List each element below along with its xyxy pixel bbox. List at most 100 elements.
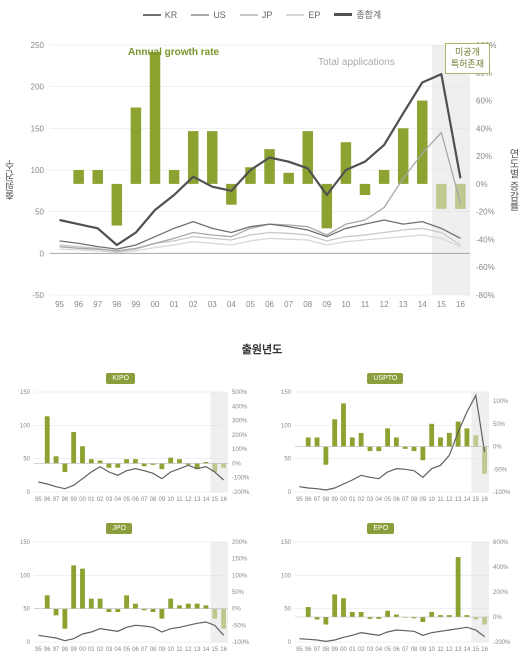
svg-text:02: 02: [358, 497, 365, 503]
svg-text:95: 95: [55, 300, 64, 309]
svg-text:12: 12: [185, 647, 192, 653]
svg-text:07: 07: [284, 300, 293, 309]
svg-text:15: 15: [211, 647, 218, 653]
svg-text:100%: 100%: [232, 447, 248, 453]
svg-text:07: 07: [402, 647, 409, 653]
svg-text:12: 12: [185, 497, 192, 503]
svg-text:01: 01: [170, 300, 179, 309]
svg-text:03: 03: [106, 647, 113, 653]
svg-text:50: 50: [35, 208, 44, 217]
svg-text:04: 04: [375, 497, 382, 503]
svg-text:96: 96: [44, 497, 51, 503]
legend-label: US: [213, 10, 226, 20]
small-chart-title: JPO: [106, 523, 132, 534]
svg-text:-100%: -100%: [232, 476, 250, 482]
small-chart-svg: 050100150-200%-100%0%100%200%300%400%500…: [8, 386, 254, 510]
svg-text:150: 150: [281, 390, 292, 396]
small-chart-title: KIPO: [106, 373, 135, 384]
svg-text:05: 05: [384, 497, 391, 503]
svg-text:96: 96: [74, 300, 83, 309]
svg-text:0: 0: [27, 640, 31, 646]
svg-text:95: 95: [35, 647, 42, 653]
svg-text:05: 05: [384, 647, 391, 653]
svg-text:10: 10: [341, 300, 350, 309]
svg-text:100%: 100%: [232, 573, 248, 579]
svg-text:06: 06: [393, 497, 400, 503]
svg-text:09: 09: [159, 647, 166, 653]
small-chart-title: USPTO: [367, 373, 403, 384]
svg-text:0%: 0%: [476, 180, 488, 189]
svg-text:0%: 0%: [232, 607, 241, 613]
svg-text:250: 250: [31, 41, 45, 50]
svg-text:13: 13: [399, 300, 408, 309]
svg-text:09: 09: [322, 300, 331, 309]
svg-text:50: 50: [284, 607, 291, 613]
svg-text:99: 99: [331, 647, 338, 653]
small-chart-uspto: USPTO 050100150-100%-50%0%50%100%9596979…: [269, 367, 515, 507]
svg-text:08: 08: [411, 497, 418, 503]
svg-text:97: 97: [93, 300, 102, 309]
svg-text:09: 09: [420, 497, 427, 503]
svg-text:-40%: -40%: [476, 235, 495, 244]
svg-text:00: 00: [79, 647, 86, 653]
svg-text:03: 03: [106, 497, 113, 503]
legend-item-us: US: [191, 8, 226, 21]
svg-text:300%: 300%: [232, 419, 248, 425]
legend-item-jp: JP: [240, 8, 273, 21]
svg-text:0%: 0%: [493, 615, 502, 621]
main-chart-svg: -50050100150200250-80%-60%-40%-20%0%20%4…: [8, 25, 516, 325]
svg-text:0: 0: [288, 490, 292, 496]
svg-text:96: 96: [305, 647, 312, 653]
small-chart-svg: 050100150-200%0%200%400%600%959697989900…: [269, 536, 515, 660]
legend-item-ep: EP: [286, 8, 320, 21]
svg-text:95: 95: [296, 647, 303, 653]
svg-text:10: 10: [167, 497, 174, 503]
svg-text:01: 01: [88, 497, 95, 503]
svg-text:50: 50: [23, 607, 30, 613]
svg-text:09: 09: [159, 497, 166, 503]
svg-text:100%: 100%: [493, 399, 509, 405]
svg-text:05: 05: [123, 647, 130, 653]
small-chart-svg: 050100150-100%-50%0%50%100%150%200%95969…: [8, 536, 254, 660]
svg-text:01: 01: [88, 647, 95, 653]
svg-text:-80%: -80%: [476, 291, 495, 300]
x-axis-title: 출원년도: [8, 341, 516, 357]
svg-text:04: 04: [114, 497, 121, 503]
svg-text:-200%: -200%: [232, 490, 250, 496]
svg-text:14: 14: [203, 647, 210, 653]
legend-label: 종합계: [356, 8, 381, 21]
svg-text:02: 02: [189, 300, 198, 309]
svg-text:150: 150: [281, 540, 292, 546]
svg-text:04: 04: [227, 300, 236, 309]
svg-text:07: 07: [141, 647, 148, 653]
svg-text:13: 13: [455, 647, 462, 653]
svg-text:150: 150: [20, 540, 31, 546]
svg-text:50: 50: [23, 457, 30, 463]
svg-text:400%: 400%: [232, 404, 248, 410]
svg-text:04: 04: [114, 647, 121, 653]
svg-text:06: 06: [132, 647, 139, 653]
svg-text:13: 13: [194, 647, 201, 653]
svg-text:12: 12: [380, 300, 389, 309]
svg-text:40%: 40%: [476, 124, 492, 133]
svg-text:06: 06: [265, 300, 274, 309]
svg-text:98: 98: [62, 497, 69, 503]
svg-text:400%: 400%: [493, 565, 509, 571]
svg-text:-50: -50: [32, 291, 44, 300]
svg-text:150%: 150%: [232, 557, 248, 563]
svg-text:03: 03: [367, 647, 374, 653]
svg-text:10: 10: [428, 647, 435, 653]
annotation-total: Total applications: [318, 57, 395, 68]
main-chart: 출원건수 연도별 증감률 Annual growth rate Total ap…: [8, 25, 516, 335]
svg-text:99: 99: [70, 647, 77, 653]
annotation-growth: Annual growth rate: [128, 47, 219, 58]
svg-text:16: 16: [481, 647, 488, 653]
svg-text:96: 96: [44, 647, 51, 653]
svg-text:-200%: -200%: [493, 640, 511, 646]
svg-text:03: 03: [208, 300, 217, 309]
svg-text:03: 03: [367, 497, 374, 503]
svg-text:150: 150: [31, 124, 45, 133]
svg-text:98: 98: [62, 647, 69, 653]
svg-text:14: 14: [418, 300, 427, 309]
svg-text:16: 16: [220, 647, 227, 653]
